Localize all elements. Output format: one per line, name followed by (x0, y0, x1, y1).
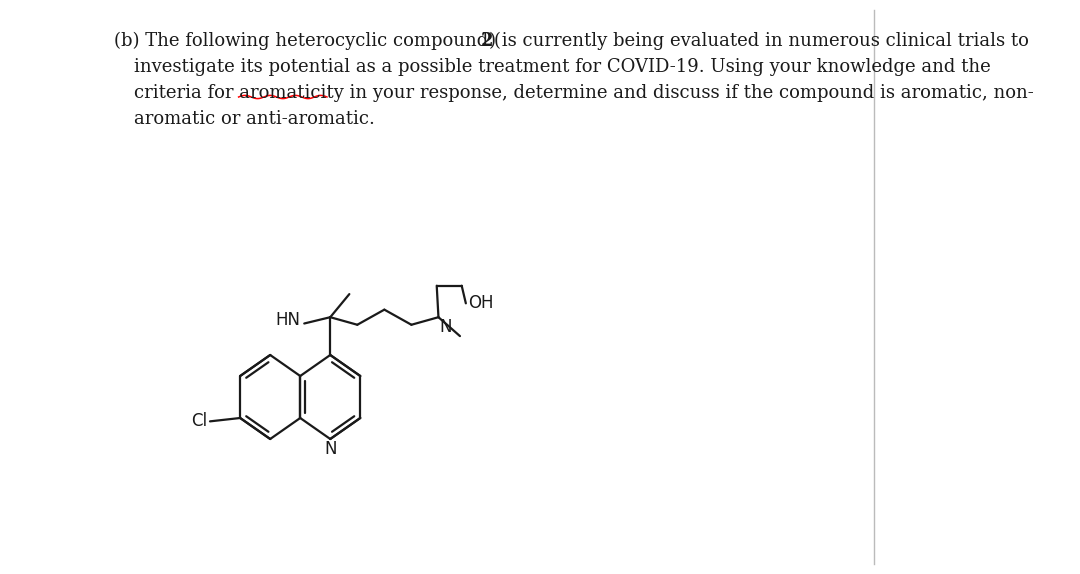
Text: Cl: Cl (191, 412, 207, 430)
Text: (b) The following heterocyclic compound (: (b) The following heterocyclic compound … (113, 32, 501, 51)
Text: ) is currently being evaluated in numerous clinical trials to: ) is currently being evaluated in numero… (489, 32, 1029, 51)
Text: N: N (440, 318, 451, 336)
Text: OH: OH (469, 294, 494, 312)
Text: HN: HN (275, 311, 300, 328)
Text: aromatic or anti-aromatic.: aromatic or anti-aromatic. (134, 110, 375, 128)
Text: N: N (324, 440, 337, 458)
Text: investigate its potential as a possible treatment for COVID-19. Using your knowl: investigate its potential as a possible … (134, 58, 990, 76)
Text: 2: 2 (482, 32, 494, 50)
Text: criteria for aromaticity in your response, determine and discuss if the compound: criteria for aromaticity in your respons… (134, 84, 1034, 102)
